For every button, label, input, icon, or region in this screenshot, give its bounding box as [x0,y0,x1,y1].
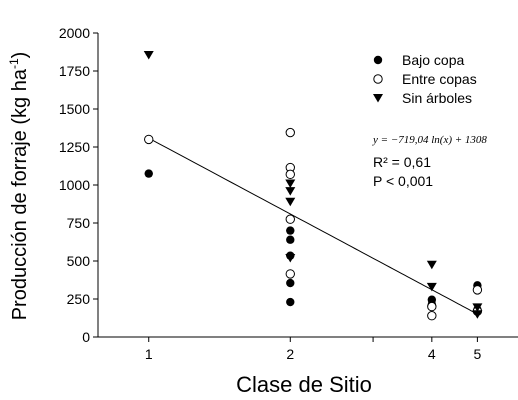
y-tick-label: 1500 [59,101,90,117]
fit-equation: y = −719,04 ln(x) + 1308 [372,134,487,146]
y-tick-label: 500 [67,253,91,269]
y-tick-label: 1250 [59,139,90,155]
legend-label: Bajo copa [402,52,464,68]
fit-curve [148,137,478,315]
data-point [286,278,295,288]
data-point [144,134,154,145]
data-point [286,226,295,235]
y-tick-label: 750 [67,215,91,231]
y-axis-label-exponent: -1 [7,58,21,69]
x-axis-label: Clase de Sitio [236,372,372,397]
x-tick-label: 5 [473,346,481,362]
data-point [144,169,153,178]
r-squared-label: R² = 0,61 [373,154,431,170]
data-point [472,285,483,295]
legend-marker [373,74,383,84]
legend-marker [373,55,383,65]
data-point [472,303,483,312]
y-tick-label: 1000 [59,177,90,193]
data-point [285,253,296,263]
legend: Bajo copa Entre copas Sin árboles [373,52,477,106]
x-tick-label: 2 [286,346,294,362]
data-point [286,235,295,244]
data-point [285,269,295,279]
data-point [285,187,296,196]
p-value-label: P < 0,001 [373,173,433,189]
legend-marker [373,94,383,103]
fit-curve-layer [148,137,478,315]
data-point [472,310,483,319]
legend-label: Sin árboles [402,90,472,106]
x-tick-label: 1 [145,346,153,362]
series-0 [144,169,482,314]
x-tick-label: 4 [428,346,436,362]
data-point [285,169,295,180]
y-tick-label: 250 [67,291,91,307]
legend-label: Entre copas [402,71,477,87]
data-points [143,51,483,321]
axes: 0 250 500 750 1000 1250 1500 1750 2000 1 2 4 5 [59,25,518,362]
y-axis-label: Producción de forraje (kg ha-1) [7,52,31,321]
data-point [285,197,296,207]
data-point [286,297,295,307]
data-point [143,51,154,60]
data-point [427,311,437,321]
series-1 [144,127,483,321]
data-point [285,127,295,138]
y-tick-label: 1750 [59,63,90,79]
y-tick-label: 0 [82,329,90,345]
data-point [427,301,437,312]
data-point [285,214,295,224]
y-tick-label: 2000 [59,25,90,41]
data-point [426,260,437,270]
series-2 [143,51,483,319]
data-point [426,282,437,292]
data-point [285,179,296,188]
